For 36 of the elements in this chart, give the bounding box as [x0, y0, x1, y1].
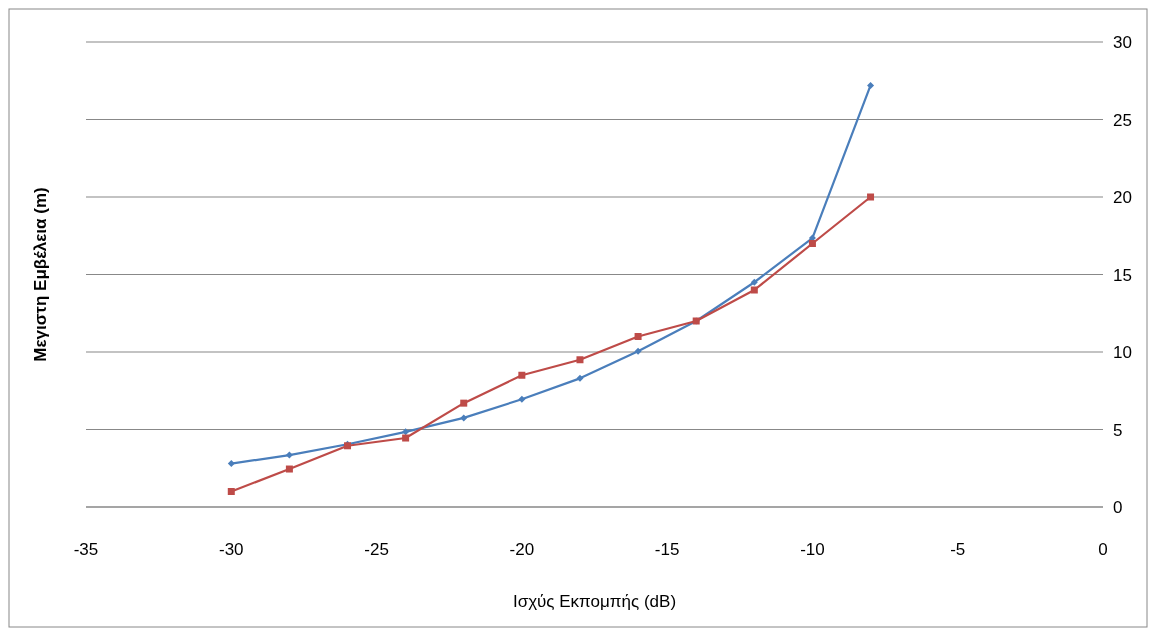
- x-tick-label: -30: [219, 540, 244, 559]
- x-tick-label: 0: [1098, 540, 1108, 559]
- point: [867, 81, 875, 89]
- point: [227, 488, 235, 495]
- y-tick-label: 5: [1113, 420, 1123, 440]
- y-tick-label: 20: [1113, 188, 1132, 207]
- x-tick-label: -15: [654, 540, 680, 559]
- point: [402, 434, 410, 442]
- y-axis-title: Μεγιστη Εμβέλεια (m): [31, 187, 50, 362]
- x-tick-label: -5: [950, 540, 966, 559]
- point: [518, 395, 526, 403]
- x-tick-label: -20: [509, 540, 535, 559]
- point: [227, 460, 235, 468]
- point: [634, 333, 642, 340]
- point: [460, 399, 468, 407]
- point: [750, 286, 758, 294]
- y-tick-label: 30: [1113, 33, 1132, 52]
- y-tick-label: 15: [1113, 265, 1132, 285]
- x-axis-title: Ισχύς Εκπομπής (dB): [512, 592, 677, 611]
- x-tick-label: -35: [73, 540, 99, 559]
- y-tick-label: 25: [1113, 110, 1132, 130]
- point: [750, 278, 758, 286]
- x-tick-label: -25: [364, 540, 389, 559]
- point: [285, 451, 293, 459]
- point: [285, 465, 293, 473]
- point: [808, 240, 816, 247]
- point: [576, 374, 584, 382]
- x-tick-label: -10: [800, 540, 825, 559]
- point: [518, 371, 526, 379]
- point: [576, 356, 584, 364]
- y-tick-label: 0: [1113, 498, 1123, 517]
- point: [460, 414, 468, 422]
- point: [634, 347, 642, 355]
- point: [867, 193, 875, 201]
- point: [402, 428, 410, 436]
- y-tick-label: 10: [1113, 343, 1132, 362]
